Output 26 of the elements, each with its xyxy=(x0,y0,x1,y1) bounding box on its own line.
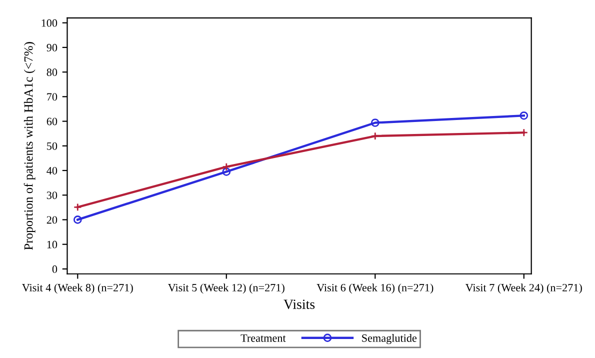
x-tick-label: Visit 7 (Week 24) (n=271) xyxy=(466,284,582,294)
point xyxy=(73,203,82,212)
y-tick-label: 0 xyxy=(52,265,58,273)
point xyxy=(370,118,380,127)
y-tick-label: 20 xyxy=(46,216,58,224)
y-tick-label: 80 xyxy=(46,68,58,76)
legend-label: Semaglutide xyxy=(362,334,417,344)
y-tick-label: 100 xyxy=(42,19,58,27)
y-tick-label: 90 xyxy=(46,44,58,52)
legend-title: Treatment xyxy=(240,334,286,342)
point xyxy=(222,168,231,176)
y-tick-label: 40 xyxy=(46,166,58,174)
y-tick-label: 10 xyxy=(47,240,58,248)
y-tick-label: 70 xyxy=(47,93,58,101)
x-tick-label: Visit 6 (Week 16) (n=271) xyxy=(316,284,434,294)
y-tick-label: 50 xyxy=(47,142,58,150)
x-axis-title: Visits xyxy=(284,300,315,310)
y-tick-label: 30 xyxy=(46,192,58,200)
point xyxy=(73,216,82,224)
x-tick-label: Visit 4 (Week 8) (n=271) xyxy=(22,284,133,294)
point xyxy=(520,111,528,120)
point xyxy=(520,128,528,137)
y-axis-title: Proportion of patients with HbA1c (<7%) xyxy=(24,42,36,250)
x-tick-label: Visit 5 (Week 12) (n=271) xyxy=(168,284,284,294)
point xyxy=(222,162,231,171)
y-tick-label: 60 xyxy=(46,118,58,126)
